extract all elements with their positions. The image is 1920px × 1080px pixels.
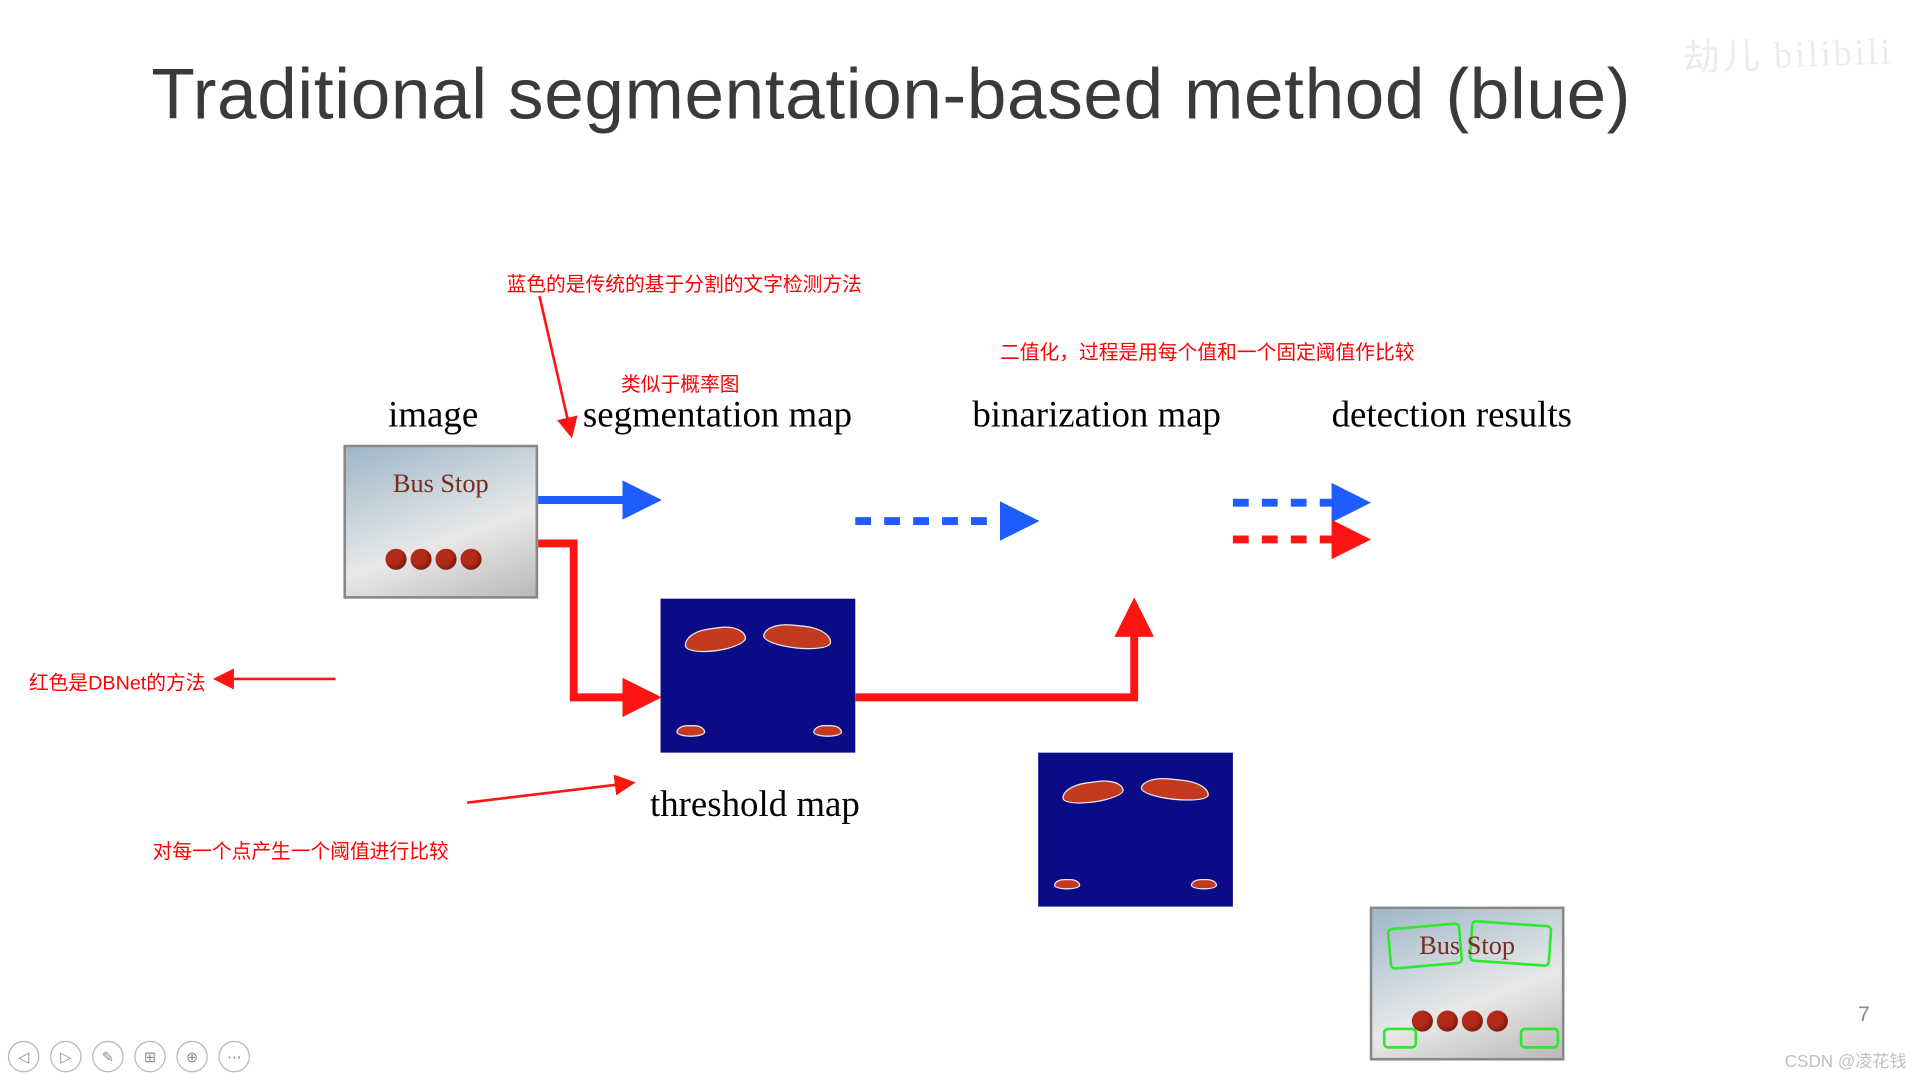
tile-detection — [1370, 907, 1565, 1061]
label-segmentation: segmentation map — [583, 395, 852, 437]
toolbar: ◁ ▷ ✎ ⊞ ⊕ ⋯ — [8, 1041, 250, 1073]
edge-thresh-bin — [855, 605, 1134, 697]
arrows-layer — [0, 0, 1920, 1080]
view-button[interactable]: ⊞ — [134, 1041, 166, 1073]
edge-image-thresh — [538, 543, 654, 697]
next-button[interactable]: ▷ — [50, 1041, 82, 1073]
label-detection: detection results — [1332, 395, 1572, 437]
label-image: image — [388, 395, 478, 437]
slide-title: Traditional segmentation-based method (b… — [151, 53, 1631, 138]
anno-red-method: 红色是DBNet的方法 — [29, 668, 206, 696]
tile-image — [343, 445, 538, 599]
anno-arrow-blue-method — [539, 296, 571, 434]
csdn-credit: CSDN @凌花钱 — [1785, 1047, 1907, 1072]
tile-binarization — [1038, 753, 1233, 907]
anno-blue-method: 蓝色的是传统的基于分割的文字检测方法 — [507, 270, 862, 298]
tile-segmentation — [661, 599, 856, 753]
anno-per-point: 对每一个点产生一个阈值进行比较 — [153, 837, 449, 865]
anno-arrow-per-point — [467, 783, 631, 803]
pen-button[interactable]: ✎ — [92, 1041, 124, 1073]
anno-like-prob: 类似于概率图 — [621, 370, 739, 398]
zoom-button[interactable]: ⊕ — [176, 1041, 208, 1073]
prev-button[interactable]: ◁ — [8, 1041, 40, 1073]
anno-binarize-desc: 二值化，过程是用每个值和一个固定阈值作比较 — [1000, 338, 1414, 366]
more-button[interactable]: ⋯ — [218, 1041, 250, 1073]
label-threshold: threshold map — [650, 784, 860, 826]
watermark: 劫儿 bilibili — [1682, 23, 1894, 83]
page-number: 7 — [1858, 1004, 1870, 1028]
label-binarization: binarization map — [972, 395, 1221, 437]
